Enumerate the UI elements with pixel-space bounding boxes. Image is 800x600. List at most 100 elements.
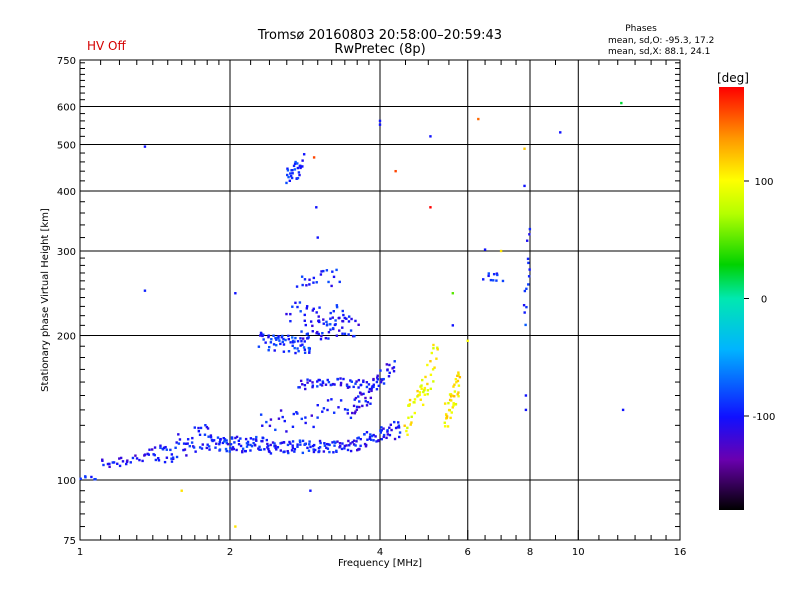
echo-point <box>273 349 276 352</box>
hv-status-label: HV Off <box>87 39 126 53</box>
echo-point <box>205 446 208 450</box>
echo-point <box>255 435 258 439</box>
echo-point <box>209 436 213 439</box>
echo-point <box>257 345 261 348</box>
echo-point <box>311 384 315 387</box>
echo-point <box>239 444 243 448</box>
echo-point <box>457 373 460 376</box>
echo-point <box>295 285 299 288</box>
echo-point <box>229 446 232 450</box>
echo-point <box>277 336 280 340</box>
echo-point <box>147 453 151 456</box>
echo-point <box>269 418 273 421</box>
echo-point <box>526 257 530 261</box>
echo-point <box>332 275 336 279</box>
echo-point <box>358 405 361 409</box>
echo-point <box>306 381 309 384</box>
axis-ticks <box>79 59 681 541</box>
echo-point <box>234 292 237 295</box>
echo-point <box>275 448 278 451</box>
echo-point <box>293 346 296 350</box>
echo-point <box>301 283 304 287</box>
echo-point <box>453 390 457 393</box>
echo-point <box>351 334 355 338</box>
echo-point <box>170 460 174 463</box>
echo-point <box>365 431 369 434</box>
echo-point <box>352 404 356 408</box>
echo-point <box>259 448 263 451</box>
echo-point <box>357 436 360 439</box>
y-tick-label: 75 <box>63 536 76 547</box>
echo-point <box>496 273 499 277</box>
echo-point <box>423 386 427 390</box>
echo-point <box>295 177 298 180</box>
echo-point <box>386 430 389 433</box>
echo-point <box>349 442 352 445</box>
x-axis-label: Frequency [MHz] <box>338 558 422 569</box>
echo-point <box>366 438 369 441</box>
echo-point <box>310 414 313 417</box>
phase-stats-o: mean, sd,O: -95.3, 17.2 <box>608 36 714 46</box>
echo-point <box>306 378 309 381</box>
echo-point <box>231 446 235 449</box>
echo-point <box>327 443 330 446</box>
echo-point <box>230 448 234 451</box>
tick-labels: 1 2 4 6 8 10 16 75 100 200 300 400 500 600 750 <box>57 56 686 558</box>
echo-point <box>348 444 351 447</box>
echo-point <box>154 458 158 462</box>
echo-point <box>331 270 334 273</box>
echo-point <box>456 379 460 383</box>
echo-point <box>300 417 303 421</box>
echo-point <box>102 463 105 467</box>
echo-point <box>214 446 217 449</box>
colorbar-tick-label: 0 <box>761 295 767 306</box>
echo-point <box>349 379 352 382</box>
phase-stats-x: mean, sd,X: 88.1, 24.1 <box>608 47 710 57</box>
echo-point <box>138 458 141 462</box>
echo-point <box>197 426 200 430</box>
echo-point <box>241 449 244 453</box>
echo-point <box>448 393 452 396</box>
echo-point <box>315 206 318 209</box>
echo-point <box>175 455 179 459</box>
echo-point <box>306 332 310 335</box>
echo-point <box>141 459 144 463</box>
echo-point <box>303 319 306 322</box>
echo-point <box>341 326 344 329</box>
echo-point <box>293 447 297 451</box>
echo-point <box>301 337 305 340</box>
echo-point <box>524 408 528 412</box>
echo-point <box>316 404 319 407</box>
echo-point <box>246 440 250 444</box>
echo-point <box>233 441 236 444</box>
echo-point <box>451 292 455 295</box>
echo-point <box>274 428 277 432</box>
echo-point <box>436 348 439 351</box>
echo-point <box>394 169 397 173</box>
echo-point <box>326 447 330 450</box>
y-tick-label: 500 <box>57 141 76 152</box>
echo-point <box>157 457 160 460</box>
echo-point <box>363 433 366 436</box>
x-tick-label: 16 <box>674 547 687 558</box>
echo-point <box>234 436 237 440</box>
echo-point <box>325 442 329 446</box>
echo-point <box>308 349 311 352</box>
echo-point <box>318 439 322 443</box>
echo-point <box>225 449 228 453</box>
echo-point <box>308 379 312 382</box>
echo-point <box>311 385 314 389</box>
echo-point <box>287 175 290 179</box>
echo-point <box>169 448 172 452</box>
echo-point <box>388 371 391 375</box>
echo-point <box>443 421 446 424</box>
echo-point <box>148 448 151 451</box>
echo-point <box>366 401 370 404</box>
echo-point <box>182 448 185 452</box>
echo-point <box>421 378 424 382</box>
echo-point <box>347 333 350 336</box>
colorbar-tick-label: 100 <box>754 177 773 188</box>
y-tick-label: 750 <box>57 56 76 67</box>
echo-point <box>291 339 295 343</box>
echo-point <box>258 445 261 449</box>
